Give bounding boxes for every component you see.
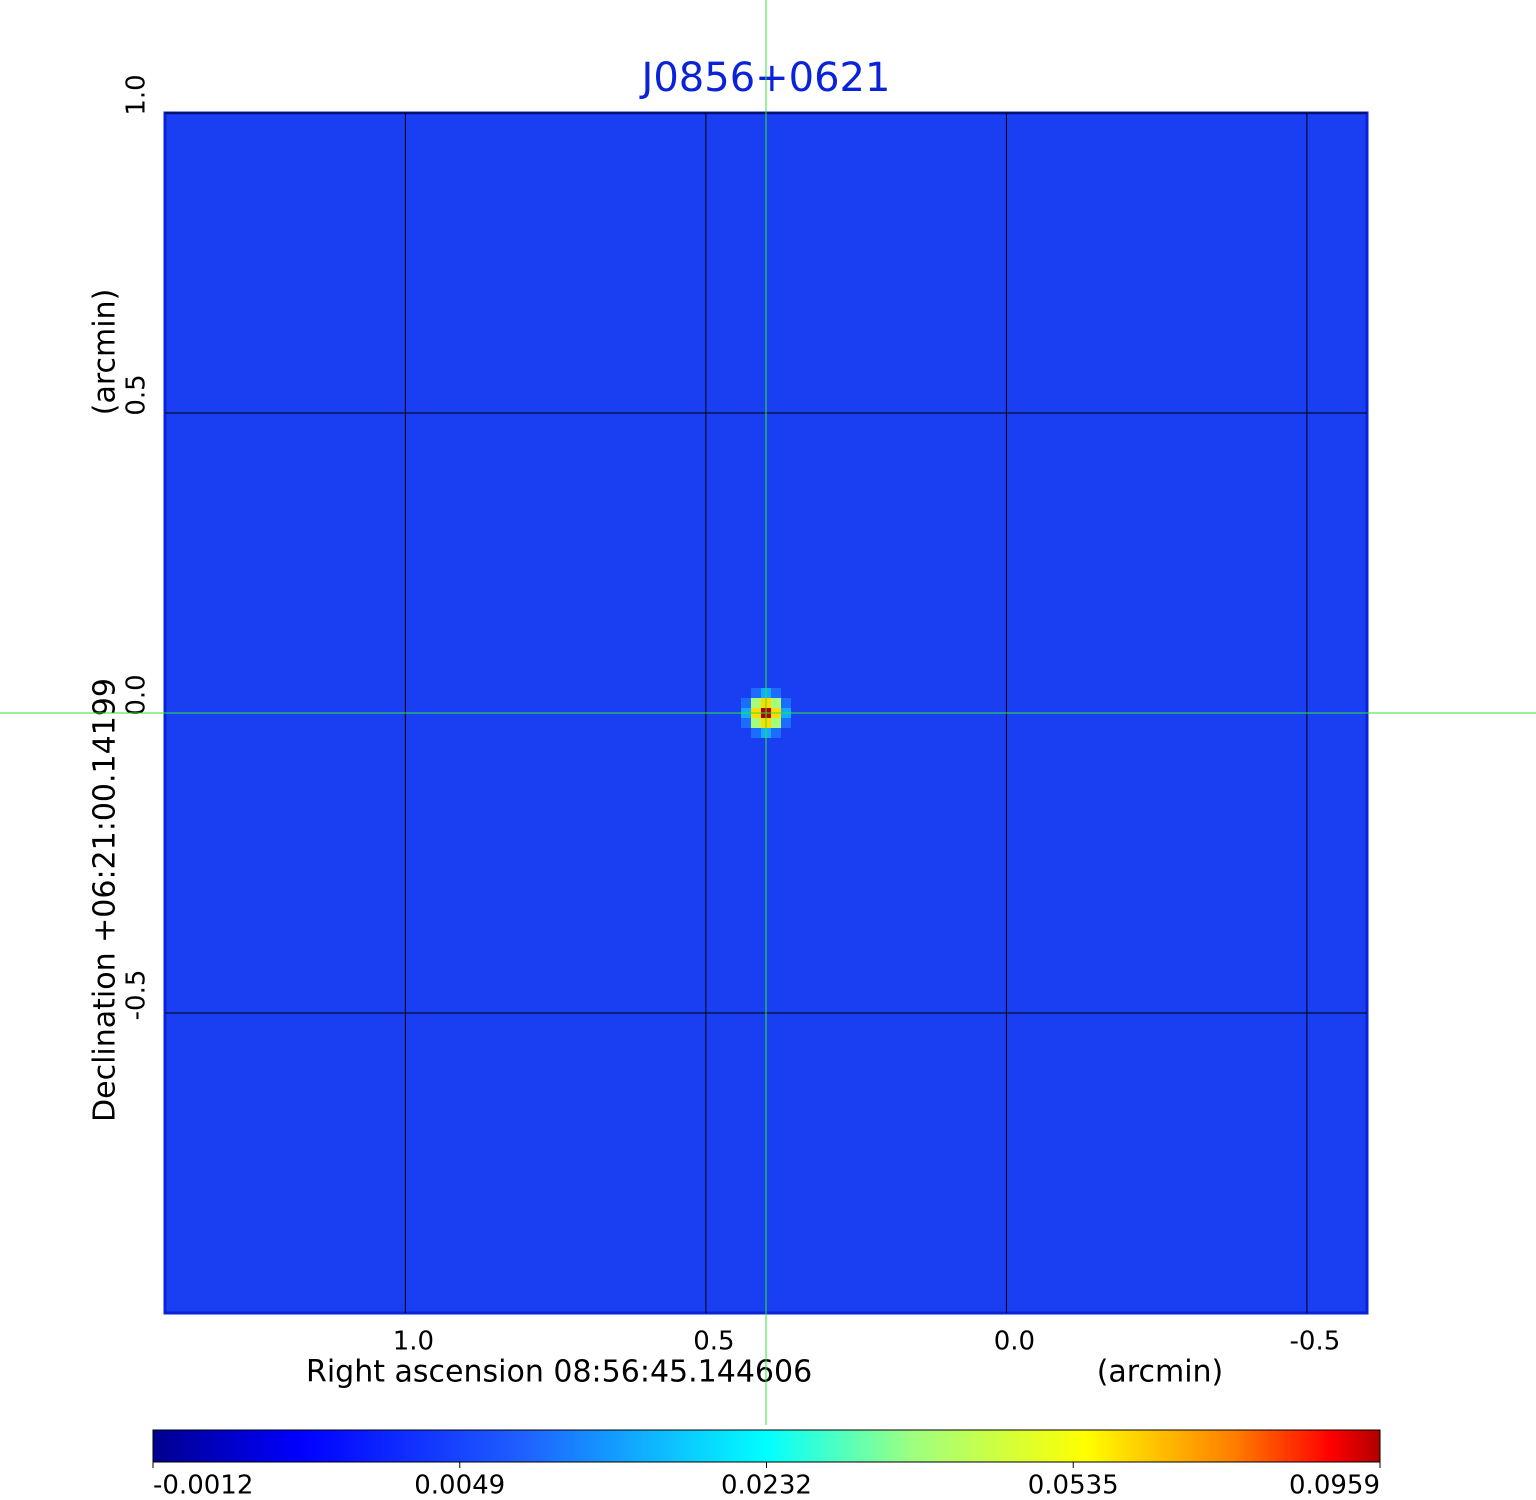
colorbar-tick-label: 0.0049	[414, 1471, 505, 1500]
image-pixel	[751, 698, 761, 708]
x-tick-label: 0.0	[994, 1327, 1035, 1357]
image-pixel	[741, 698, 751, 708]
x-axis-unit: (arcmin)	[1097, 1355, 1224, 1390]
chart-title: J0856+0621	[639, 55, 891, 101]
x-tick-label: 1.0	[393, 1327, 434, 1357]
colorbar-tick-label: 0.0959	[1289, 1471, 1380, 1500]
x-tick-label: 0.5	[693, 1327, 734, 1357]
y-axis-unit: (arcmin)	[88, 289, 123, 416]
image-pixel	[741, 718, 751, 728]
y-tick-label: 0.0	[122, 674, 152, 715]
image-pixel	[771, 698, 781, 708]
image-pixel	[751, 718, 761, 728]
x-axis-label: Right ascension 08:56:45.144606	[306, 1355, 812, 1390]
image-pixel	[781, 698, 791, 708]
y-tick-label: 0.5	[122, 374, 152, 415]
image-pixel	[781, 718, 791, 728]
image-pixel	[771, 728, 781, 738]
colorbar	[152, 1429, 1381, 1463]
colorbar-tick-label: -0.0012	[153, 1471, 253, 1500]
image-pixel	[751, 688, 761, 698]
image-pixel	[771, 688, 781, 698]
image-pixel	[751, 728, 761, 738]
y-tick-label: 1.0	[122, 74, 152, 115]
colorbar-tick-label: 0.0535	[1028, 1471, 1119, 1500]
colorbar-tick-label: 0.0232	[721, 1471, 812, 1500]
y-tick-label: -0.5	[122, 970, 152, 1021]
image-pixel	[771, 718, 781, 728]
y-axis-label: Declination +06:21:00.14199	[88, 678, 123, 1122]
x-tick-label: -0.5	[1290, 1327, 1341, 1357]
